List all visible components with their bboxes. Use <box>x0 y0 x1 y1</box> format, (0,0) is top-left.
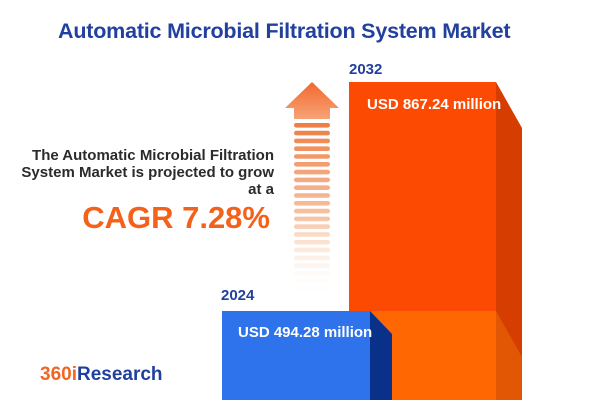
logo-part-360i: 360i <box>40 364 77 385</box>
bar-value-2032: USD 867.24 million <box>367 96 502 113</box>
projection-statement: The Automatic Microbial Filtration Syste… <box>0 147 274 198</box>
cagr-value: CAGR 7.28% <box>82 200 270 235</box>
projection-line-1: The Automatic Microbial Filtration <box>32 147 274 164</box>
bar-2024-side <box>370 311 392 400</box>
bar-label-year-2024: 2024 <box>221 287 255 304</box>
growth-arrow-icon <box>285 82 339 119</box>
bar-2024-front <box>222 311 370 400</box>
bar-2032-side <box>496 82 522 400</box>
projection-line-2: System Market is projected to grow <box>21 164 274 181</box>
logo-part-research: Research <box>76 364 163 385</box>
bar-2032-base-side <box>496 311 522 400</box>
company-logo: 360iResearch <box>40 364 163 386</box>
bar-value-2024: USD 494.28 million <box>238 324 373 341</box>
page-title: Automatic Microbial Filtration System Ma… <box>58 19 511 43</box>
projection-line-3: at a <box>248 181 274 198</box>
growth-arrow-dashes <box>294 123 330 292</box>
bar-label-year-2032: 2032 <box>349 61 383 78</box>
